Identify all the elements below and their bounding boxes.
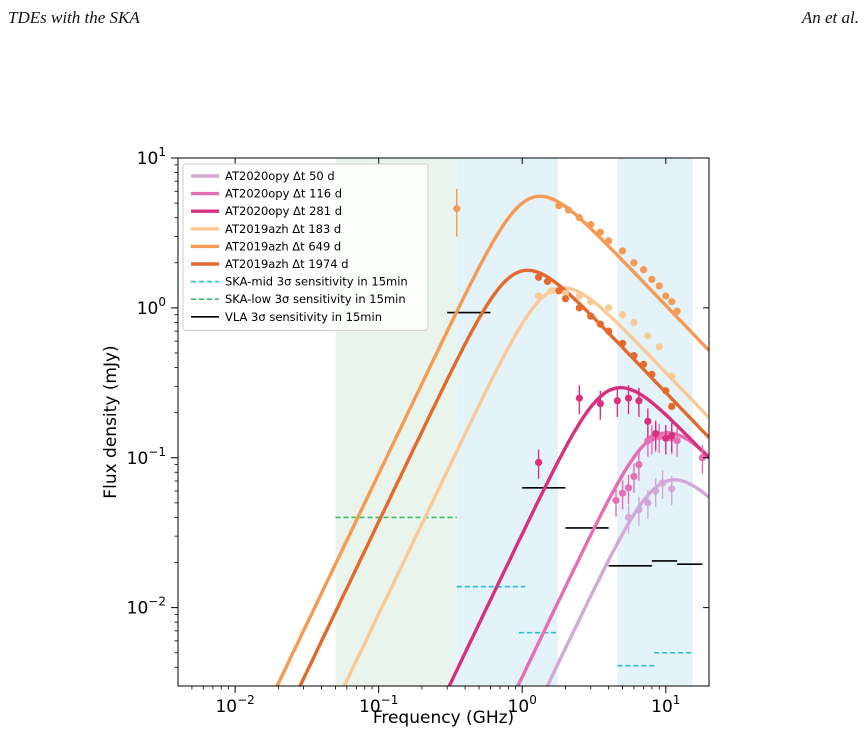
data-point-1-6 [668,485,676,493]
data-point-4-4 [575,292,583,300]
data-point-5-13 [662,292,670,300]
legend-label-2: AT2020opy Δt 116 d [225,187,342,201]
data-point-5-10 [639,266,648,274]
x-tick-label-2: 10−1 [359,693,398,717]
shaded-band-2 [456,158,558,686]
data-point-5-4 [575,214,583,222]
legend-label-1: AT2020opy Δt 50 d [225,169,335,183]
data-point-6-5 [575,304,583,312]
x-tick-label-1: 10−2 [215,693,254,717]
model-curve-4 [342,285,709,686]
data-point-4-3 [561,289,570,297]
data-point-1-2 [635,506,643,514]
y-axis-label: Flux density (mJy) [101,345,121,498]
data-point-5-6 [596,228,604,236]
data-point-5-5 [587,220,595,229]
data-point-6-8 [605,327,613,335]
data-point-3-4 [613,397,621,405]
data-point-5-1 [453,204,461,213]
data-point-6-7 [596,320,604,328]
data-point-4-5 [587,298,595,306]
data-point-2-3 [624,484,633,492]
data-point-6-1 [534,273,543,281]
data-point-6-12 [648,370,656,378]
data-point-5-2 [555,202,563,210]
legend-label-3: AT2020opy Δt 281 d [225,204,342,218]
x-tick-label-4: 101 [651,693,680,717]
data-point-2-13 [698,454,707,462]
data-point-4-10 [655,343,663,351]
y-tick-label-3: 100 [137,295,166,319]
data-point-6-3 [555,287,563,295]
legend-label-9: VLA 3σ sensitivity in 15min [225,310,382,324]
data-point-2-5 [635,461,643,469]
data-point-5-8 [618,247,627,255]
model-curve-5 [275,194,709,686]
data-point-5-7 [605,237,613,245]
legend-label-5: AT2019azh Δt 649 d [225,239,341,253]
x-tick-label-3: 100 [508,693,537,717]
data-point-6-2 [543,277,552,286]
legend: AT2020opy Δt 50 d AT2020opy Δt 116 d AT202… [182,163,429,331]
data-point-6-14 [668,402,676,411]
data-point-3-6 [635,397,643,405]
data-point-3-10 [668,432,676,440]
plot-frame [177,157,710,687]
data-point-1-5 [658,479,667,487]
data-point-4-6 [605,304,613,312]
data-point-6-13 [662,387,670,395]
data-point-4-2 [547,287,556,295]
legend-label-4: AT2019azh Δt 183 d [225,222,341,236]
data-point-6-10 [630,352,638,360]
running-header-title: TDEs with the SKA [8,8,140,27]
data-point-5-3 [564,206,573,214]
x-axis-label: Frequency (GHz) [373,708,514,728]
data-point-2-2 [618,489,627,497]
data-point-2-4 [630,472,638,481]
data-point-6-6 [587,312,595,320]
legend-box [182,163,429,331]
data-point-5-14 [668,298,676,306]
data-point-6-9 [618,339,627,347]
data-point-2-12 [673,437,681,445]
data-point-3-8 [652,429,660,438]
data-point-1-1 [624,513,633,521]
data-point-6-11 [639,360,648,368]
data-point-3-3 [596,399,604,408]
data-point-1-4 [652,487,660,495]
data-point-4-1 [534,292,543,300]
data-point-3-1 [534,458,543,467]
data-point-3-5 [624,394,633,402]
data-point-4-7 [618,311,627,319]
data-point-5-15 [673,307,681,315]
data-point-5-9 [630,259,638,267]
data-point-6-4 [561,295,570,303]
data-point-2-1 [612,496,620,504]
data-point-5-12 [655,282,663,290]
running-header-authors: An et al. [801,8,859,27]
data-point-3-9 [662,434,670,442]
y-tick-label-1: 10−2 [127,595,166,619]
data-point-4-8 [630,318,638,327]
data-point-4-11 [668,372,676,380]
y-tick-label-2: 10−1 [127,445,166,469]
model-curve-3 [447,386,709,686]
data-point-3-2 [575,394,583,402]
y-tick-label-4: 101 [137,145,166,169]
model-curve-1 [545,478,709,686]
legend-label-6: AT2019azh Δt 1974 d [225,257,349,271]
legend-label-7: SKA-mid 3σ sensitivity in 15min [225,275,408,289]
legend-label-8: SKA-low 3σ sensitivity in 15min [225,292,406,306]
data-point-5-11 [648,275,656,283]
data-point-1-3 [644,499,652,507]
data-point-3-7 [644,417,652,425]
data-point-4-9 [644,332,652,340]
model-curve-2 [515,431,709,686]
